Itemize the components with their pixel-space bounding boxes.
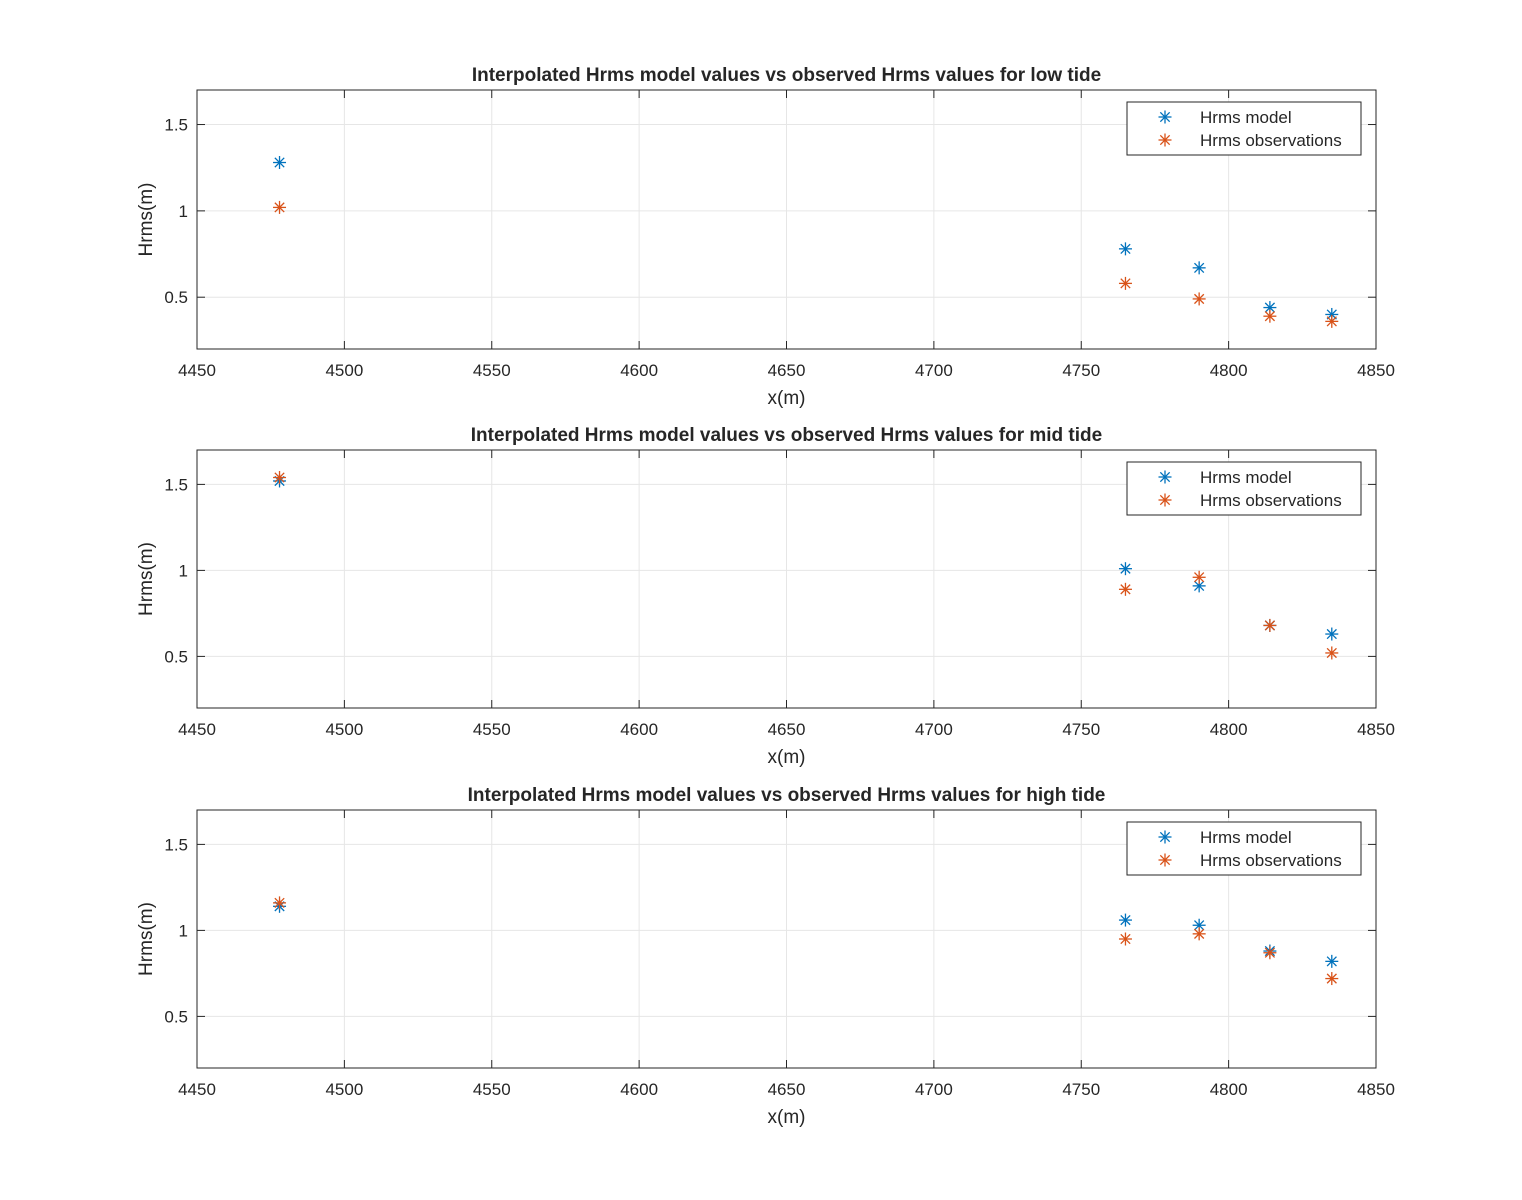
subplot-2: 4450 4500 4550 4600 4650 4700 4750 4800 4850 0.5 1… [136, 425, 1395, 768]
x-tick-label: 4750 [1062, 720, 1100, 739]
x-axis-label: x(m) [768, 747, 806, 768]
data-point-observation [1192, 292, 1206, 306]
legend-marker-model [1158, 110, 1172, 124]
x-tick-label: 4450 [178, 1080, 216, 1099]
legend: Hrms model Hrms observations [1126, 101, 1362, 156]
x-tick-label: 4750 [1062, 1080, 1100, 1099]
x-tick-label: 4600 [620, 720, 658, 739]
legend-box [1126, 101, 1362, 156]
y-tick-label: 0.5 [164, 1007, 188, 1026]
data-point-observation [1263, 946, 1277, 960]
x-tick-label: 4550 [473, 1080, 511, 1099]
y-tick-label: 0.5 [164, 647, 188, 666]
axes-box [196, 89, 1377, 350]
x-tick-label: 4750 [1062, 361, 1100, 380]
x-tick-label: 4500 [325, 361, 363, 380]
data-point-model [1118, 562, 1132, 576]
subplot-3: 4450 4500 4550 4600 4650 4700 4750 4800 4850 0.5 1… [136, 785, 1395, 1128]
data-point-observation [1118, 582, 1132, 596]
y-axis-label: Hrms(m) [136, 542, 157, 616]
data-point-observation [1192, 570, 1206, 584]
x-tick-label: 4700 [915, 361, 953, 380]
y-tick-label: 1.5 [164, 835, 188, 854]
x-tick-label: 4850 [1357, 361, 1395, 380]
legend-marker-observation [1158, 493, 1172, 507]
x-axis-label: x(m) [768, 1107, 806, 1128]
axes-box [196, 809, 1377, 1069]
x-axis-label: x(m) [768, 388, 806, 409]
x-tick-label: 4600 [620, 361, 658, 380]
x-tick-label: 4800 [1210, 361, 1248, 380]
chart-title: Interpolated Hrms model values vs observ… [468, 785, 1106, 806]
data-point-model [1325, 627, 1339, 641]
data-point-model [1118, 242, 1132, 256]
legend-box [1126, 821, 1362, 876]
data-point-observation [1263, 618, 1277, 632]
x-tick-label: 4550 [473, 720, 511, 739]
legend-label: Hrms model [1200, 828, 1292, 847]
x-tick-label: 4800 [1210, 1080, 1248, 1099]
x-tick-label: 4650 [768, 361, 806, 380]
x-tick-label: 4450 [178, 361, 216, 380]
legend-label: Hrms model [1200, 468, 1292, 487]
x-tick-label: 4550 [473, 361, 511, 380]
x-tick-label: 4450 [178, 720, 216, 739]
data-point-observation [273, 896, 287, 910]
x-tick-label: 4650 [768, 720, 806, 739]
y-axis-label: Hrms(m) [136, 183, 157, 257]
y-tick-label: 0.5 [164, 288, 188, 307]
legend-marker-model [1158, 470, 1172, 484]
chart-title: Interpolated Hrms model values vs observ… [472, 65, 1101, 86]
data-point-observation [1118, 276, 1132, 290]
data-point-observation [1325, 646, 1339, 660]
x-tick-label: 4600 [620, 1080, 658, 1099]
data-point-model [1192, 579, 1206, 593]
legend-label: Hrms observations [1200, 131, 1342, 150]
x-tick-label: 4500 [325, 1080, 363, 1099]
x-tick-label: 4700 [915, 720, 953, 739]
y-tick-label: 1.5 [164, 116, 188, 135]
legend-marker-observation [1158, 133, 1172, 147]
data-point-observation [1192, 927, 1206, 941]
x-tick-label: 4650 [768, 1080, 806, 1099]
legend-marker-observation [1158, 853, 1172, 867]
axes-box [196, 449, 1377, 709]
data-point-observation [1118, 932, 1132, 946]
data-point-observation [273, 471, 287, 485]
data-point-model [273, 156, 287, 170]
data-point-model [1118, 913, 1132, 927]
legend: Hrms model Hrms observations [1126, 461, 1362, 516]
y-tick-label: 1 [179, 561, 188, 580]
x-tick-label: 4800 [1210, 720, 1248, 739]
legend-box [1126, 461, 1362, 516]
data-point-observation [1325, 314, 1339, 328]
chart-title: Interpolated Hrms model values vs observ… [471, 425, 1102, 446]
x-tick-label: 4500 [325, 720, 363, 739]
y-axis-label: Hrms(m) [136, 902, 157, 976]
data-point-observation [1263, 309, 1277, 323]
y-tick-label: 1 [179, 921, 188, 940]
x-tick-label: 4850 [1357, 1080, 1395, 1099]
legend-marker-model [1158, 830, 1172, 844]
data-point-observation [1325, 972, 1339, 986]
x-tick-label: 4850 [1357, 720, 1395, 739]
legend: Hrms model Hrms observations [1126, 821, 1362, 876]
data-point-model [1325, 954, 1339, 968]
legend-label: Hrms observations [1200, 851, 1342, 870]
data-point-model [1192, 261, 1206, 275]
y-tick-label: 1.5 [164, 475, 188, 494]
data-point-observation [273, 200, 287, 214]
x-tick-label: 4700 [915, 1080, 953, 1099]
legend-label: Hrms model [1200, 108, 1292, 127]
y-tick-label: 1 [179, 202, 188, 221]
subplot-1: 4450 4500 4550 4600 4650 4700 4750 4800 4850 0.5 1… [136, 65, 1395, 409]
legend-label: Hrms observations [1200, 491, 1342, 510]
